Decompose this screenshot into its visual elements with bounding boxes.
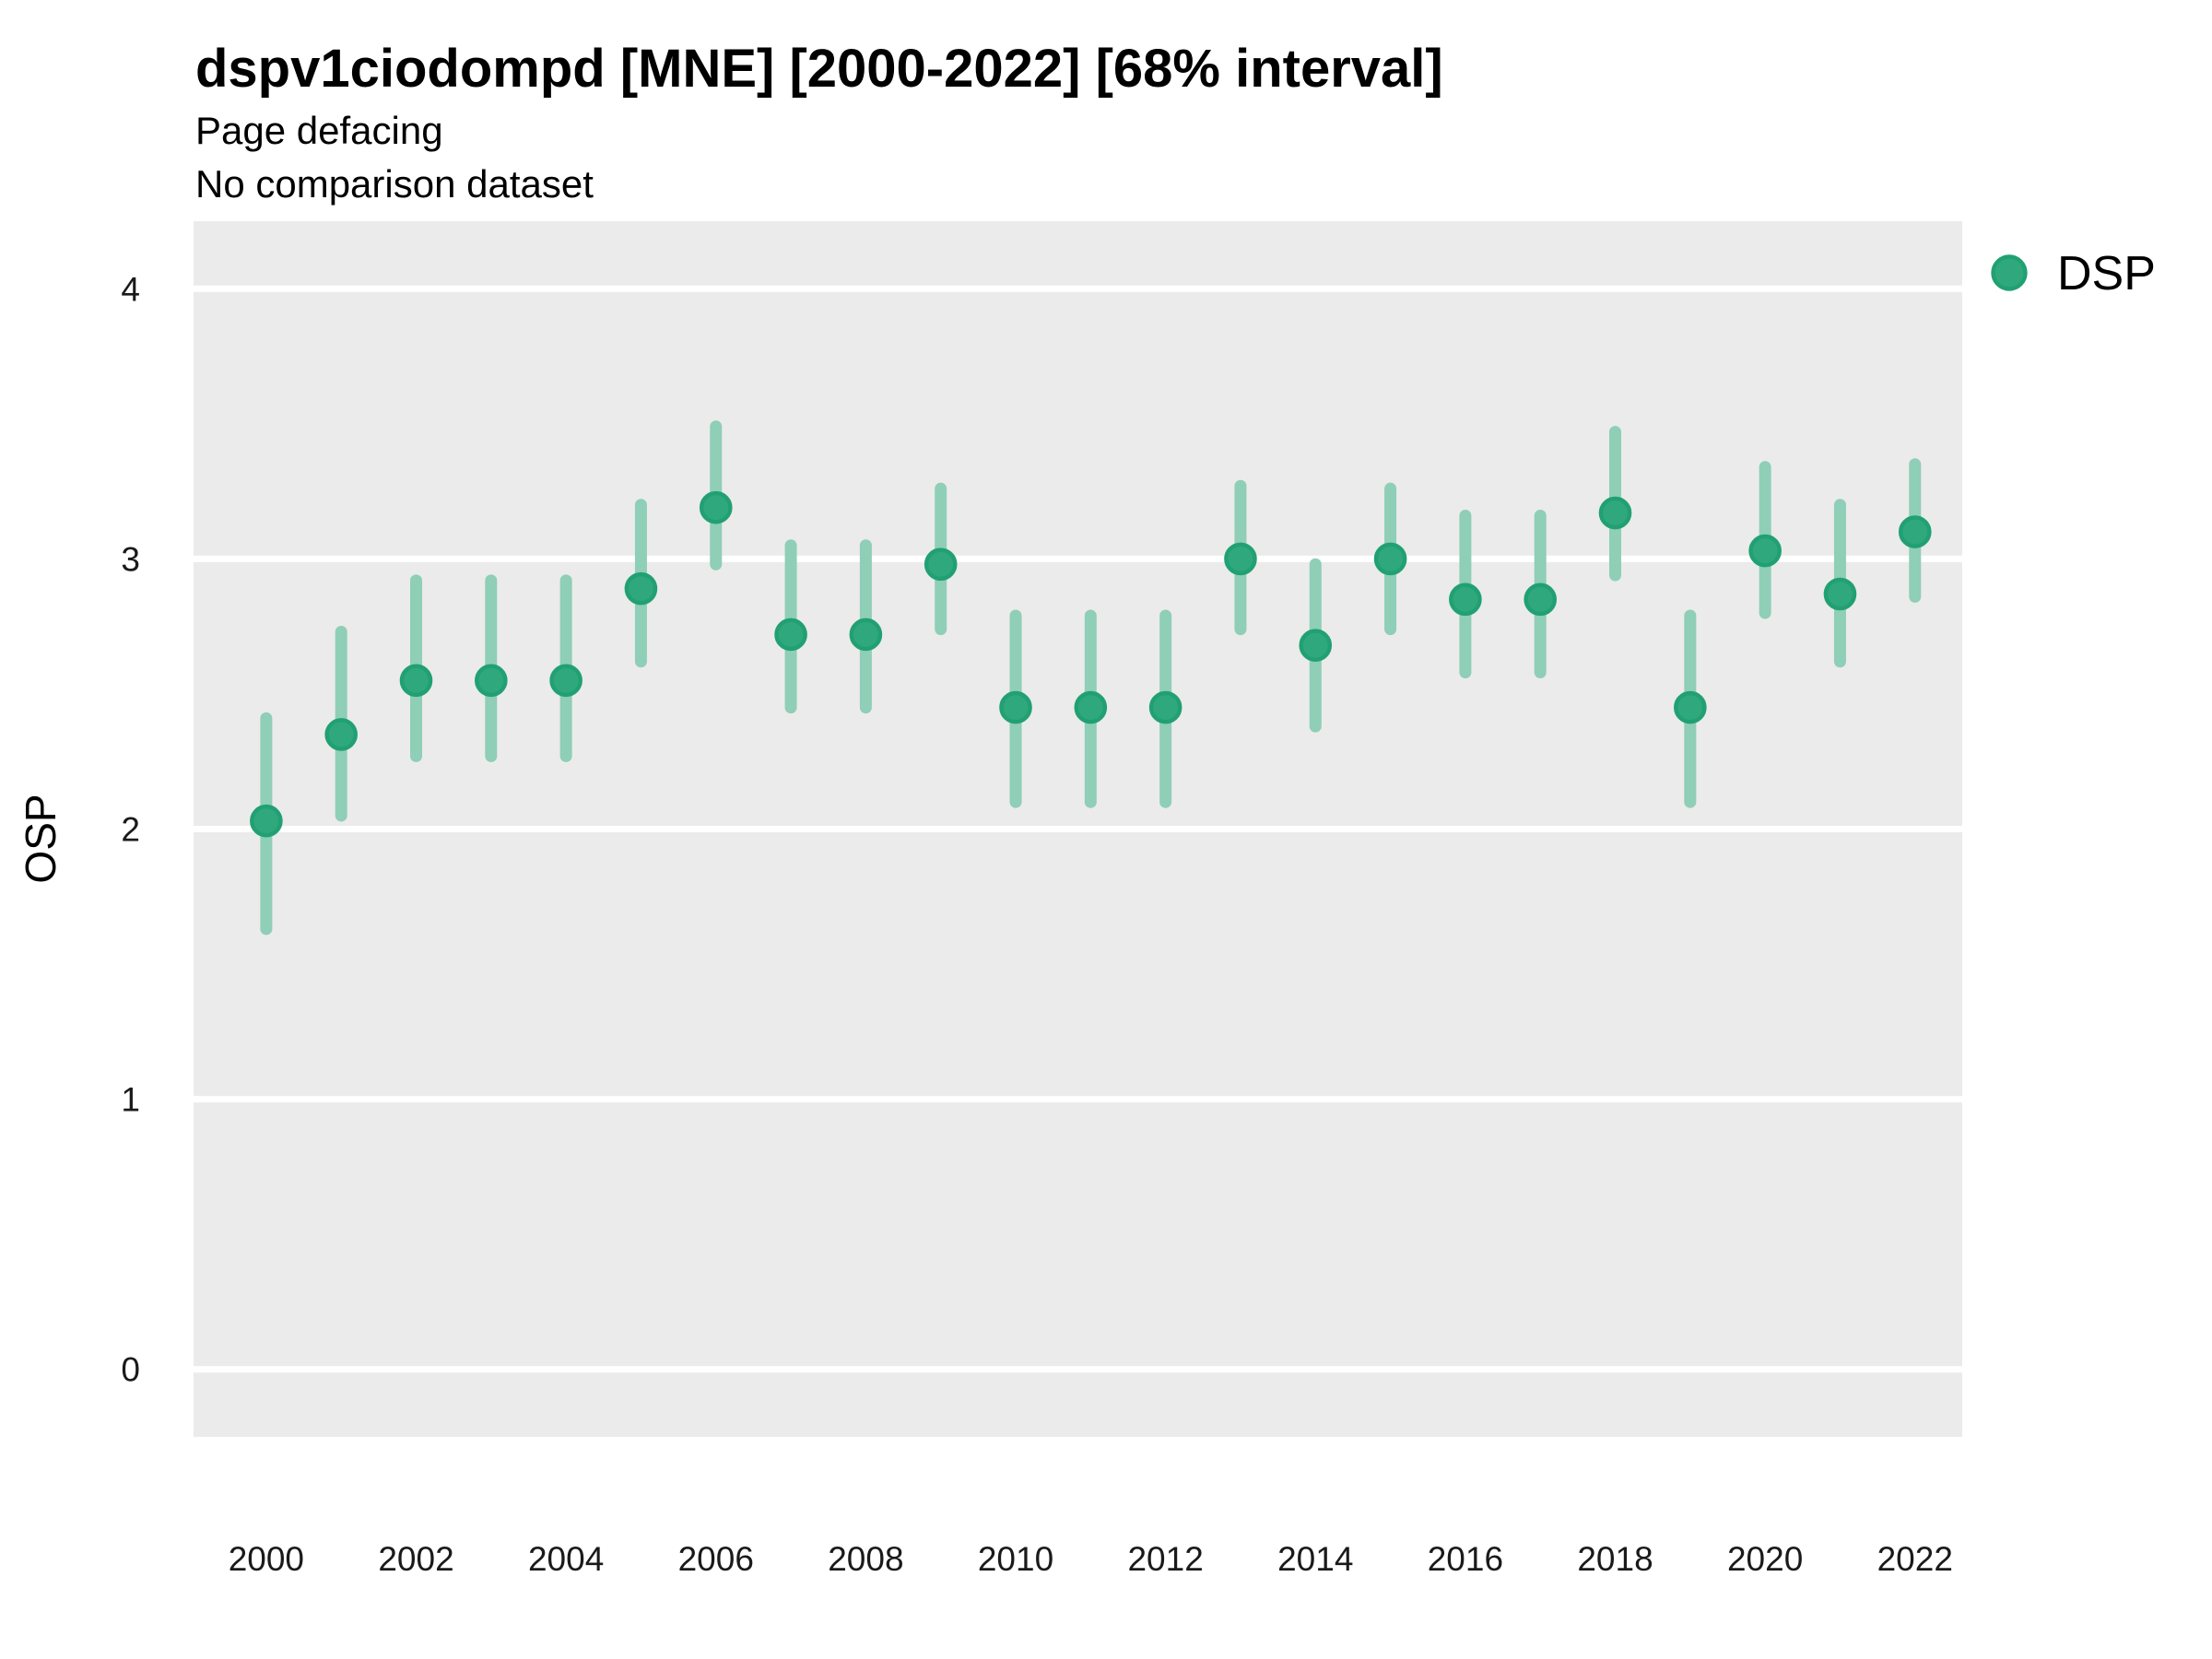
data-point-dsp-2014	[1299, 629, 1333, 662]
data-point-dsp-2008	[849, 618, 883, 652]
data-point-dsp-2010	[999, 690, 1032, 724]
x-tick-label-2004: 2004	[528, 1540, 604, 1578]
x-tick-label-2012: 2012	[1127, 1540, 1203, 1578]
data-point-dsp-2009	[924, 547, 958, 582]
data-point-dsp-2004	[549, 664, 582, 698]
x-tick-label-2000: 2000	[229, 1540, 304, 1578]
x-tick-label-2008: 2008	[828, 1540, 903, 1578]
x-tick-label-2018: 2018	[1577, 1540, 1653, 1578]
legend-label-dsp: DSP	[2057, 247, 2156, 300]
data-point-dsp-2007	[774, 618, 807, 652]
x-tick-label-2002: 2002	[378, 1540, 453, 1578]
data-point-dsp-2020	[1748, 534, 1782, 568]
x-tick-label-2020: 2020	[1727, 1540, 1803, 1578]
data-point-dsp-2006	[699, 490, 733, 524]
y-tick-label-4: 4	[121, 270, 140, 308]
data-point-dsp-2017	[1524, 582, 1558, 617]
gridlines	[194, 285, 1962, 1373]
legend: DSP	[1991, 247, 2156, 300]
y-axis-tick-labels: 0 1 2 3 4	[121, 270, 140, 1388]
data-point-dsp-2003	[475, 664, 508, 698]
x-tick-label-2022: 2022	[1877, 1540, 1953, 1578]
x-tick-label-2016: 2016	[1428, 1540, 1503, 1578]
chart-comparison-note: No comparison dataset	[195, 162, 594, 206]
data-point-dsp-2018	[1598, 496, 1632, 530]
data-point-dsp-2019	[1674, 690, 1707, 724]
data-point-dsp-2000	[250, 804, 283, 838]
legend-marker-dsp-icon	[1991, 254, 2028, 291]
y-tick-label-1: 1	[121, 1081, 140, 1119]
x-tick-label-2014: 2014	[1277, 1540, 1353, 1578]
data-point-dsp-2021	[1823, 577, 1857, 611]
data-point-dsp-2022	[1898, 515, 1932, 548]
data-point-dsp-2011	[1074, 690, 1108, 724]
y-axis-title: OSP	[17, 794, 65, 883]
y-tick-label-0: 0	[121, 1351, 140, 1389]
chart-title: dspv1ciodompd [MNE] [2000-2022] [68% int…	[195, 39, 1443, 99]
x-tick-label-2010: 2010	[978, 1540, 1053, 1578]
data-point-dsp-2013	[1224, 542, 1257, 576]
data-point-dsp-2001	[324, 718, 358, 751]
data-points	[250, 490, 1932, 838]
data-point-dsp-2012	[1148, 690, 1182, 724]
data-point-dsp-2016	[1449, 582, 1482, 617]
x-tick-label-2006: 2006	[678, 1540, 754, 1578]
x-axis-tick-labels: 2000 2002 2004 2006 2008 2010 2012 2014 2016 2018…	[229, 1540, 1953, 1578]
data-point-dsp-2002	[399, 664, 433, 698]
data-point-dsp-2005	[624, 571, 658, 606]
chart-subtitle: Page defacing	[195, 109, 443, 152]
y-tick-label-3: 3	[121, 540, 140, 578]
y-tick-label-2: 2	[121, 811, 140, 849]
data-point-dsp-2015	[1373, 542, 1407, 576]
